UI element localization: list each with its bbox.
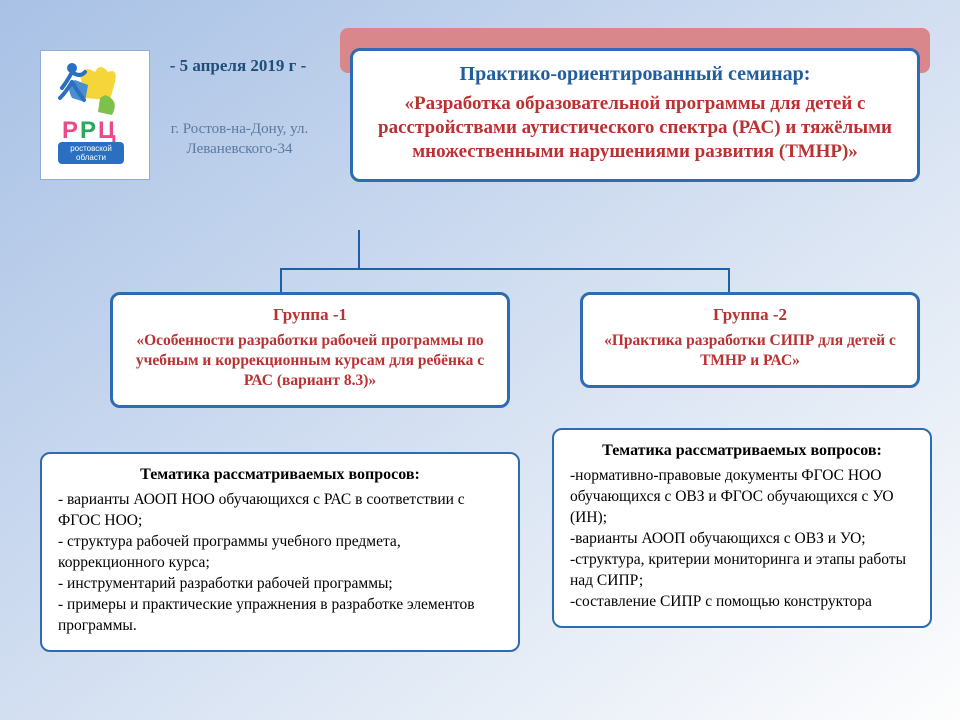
svg-text:ростовской: ростовской	[70, 144, 112, 153]
main-title: Практико-ориентированный семинар:	[371, 63, 899, 86]
group-1-title: Группа -1	[129, 305, 491, 325]
group-1-desc: «Особенности разработки рабочей программ…	[129, 331, 491, 391]
connector	[728, 268, 730, 294]
svg-text:области: области	[76, 153, 106, 162]
topics-2-title: Тематика рассматриваемых вопросов:	[570, 442, 914, 460]
connector	[280, 268, 730, 270]
topics-2-body: -нормативно-правовые документы ФГОС НОО …	[570, 466, 914, 612]
group-2-desc: «Практика разработки СИПР для детей с ТМ…	[599, 331, 901, 371]
logo-svg: Р Р Ц ростовской области	[50, 60, 140, 170]
topics-1-title: Тематика рассматриваемых вопросов:	[58, 466, 502, 484]
connector	[358, 230, 360, 270]
date: - 5 апреля 2019 г -	[168, 55, 308, 76]
svg-text:Р: Р	[80, 117, 96, 144]
group-1-box: Группа -1 «Особенности разработки рабоче…	[110, 292, 510, 408]
topics-1-body: - варианты АООП НОО обучающихся с РАС в …	[58, 490, 502, 636]
topics-2-box: Тематика рассматриваемых вопросов: -норм…	[552, 428, 932, 628]
group-2-title: Группа -2	[599, 305, 901, 325]
svg-text:Ц: Ц	[98, 117, 116, 144]
svg-text:Р: Р	[62, 117, 78, 144]
group-2-box: Группа -2 «Практика разработки СИПР для …	[580, 292, 920, 388]
main-subtitle: «Разработка образовательной программы дл…	[371, 92, 899, 163]
main-header-box: Практико-ориентированный семинар: «Разра…	[350, 48, 920, 182]
topics-1-box: Тематика рассматриваемых вопросов: - вар…	[40, 452, 520, 652]
connector	[280, 268, 282, 294]
logo: Р Р Ц ростовской области	[40, 50, 150, 180]
address: г. Ростов-на-Дону, ул. Леваневского-34	[162, 120, 317, 159]
